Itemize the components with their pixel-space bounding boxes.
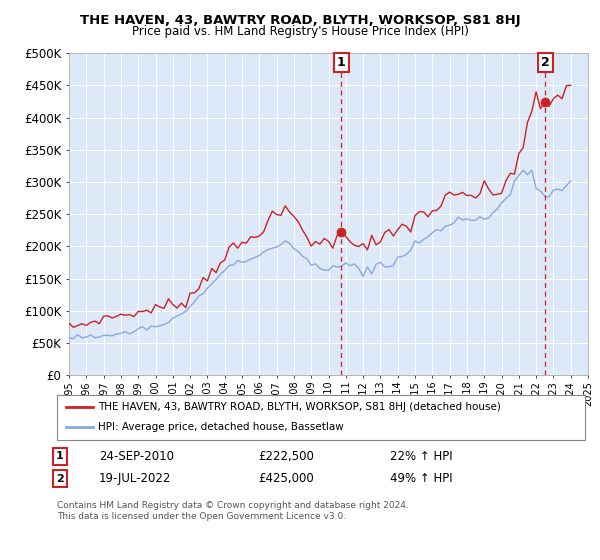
Text: Price paid vs. HM Land Registry's House Price Index (HPI): Price paid vs. HM Land Registry's House … (131, 25, 469, 38)
Text: THE HAVEN, 43, BAWTRY ROAD, BLYTH, WORKSOP, S81 8HJ (detached house): THE HAVEN, 43, BAWTRY ROAD, BLYTH, WORKS… (98, 402, 500, 412)
Text: THE HAVEN, 43, BAWTRY ROAD, BLYTH, WORKSOP, S81 8HJ: THE HAVEN, 43, BAWTRY ROAD, BLYTH, WORKS… (80, 14, 520, 27)
Text: 1: 1 (337, 56, 346, 69)
Text: 49% ↑ HPI: 49% ↑ HPI (390, 472, 452, 486)
Text: 24-SEP-2010: 24-SEP-2010 (99, 450, 174, 463)
Text: Contains HM Land Registry data © Crown copyright and database right 2024.
This d: Contains HM Land Registry data © Crown c… (57, 501, 409, 521)
Text: 2: 2 (541, 56, 550, 69)
Text: 1: 1 (56, 451, 64, 461)
Text: £425,000: £425,000 (258, 472, 314, 486)
Text: HPI: Average price, detached house, Bassetlaw: HPI: Average price, detached house, Bass… (98, 422, 344, 432)
Text: 22% ↑ HPI: 22% ↑ HPI (390, 450, 452, 463)
Text: 19-JUL-2022: 19-JUL-2022 (99, 472, 172, 486)
Text: £222,500: £222,500 (258, 450, 314, 463)
Text: 2: 2 (56, 474, 64, 484)
